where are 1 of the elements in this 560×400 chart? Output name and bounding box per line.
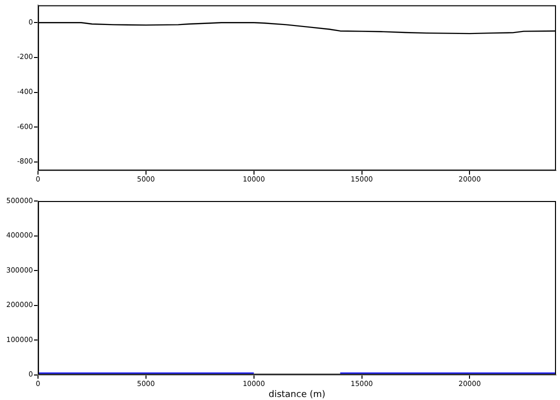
x-axis-title: distance (m)	[268, 390, 326, 400]
